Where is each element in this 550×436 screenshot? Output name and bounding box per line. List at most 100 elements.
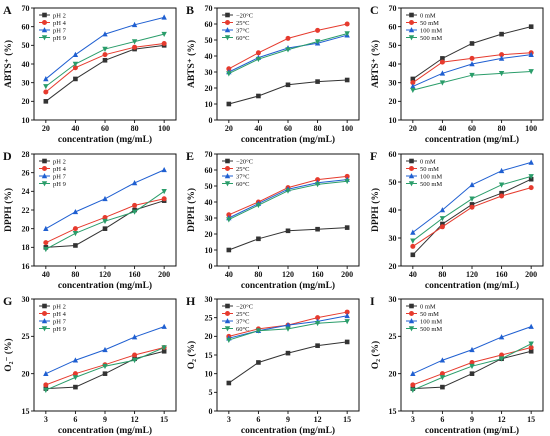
- legend-marker: [41, 326, 48, 332]
- legend: pH 2pH 4pH 7pH 9: [39, 12, 67, 42]
- data-point: [499, 193, 505, 199]
- data-point: [132, 44, 138, 50]
- y-tick-label: 22: [22, 206, 30, 215]
- data-point: [469, 72, 475, 79]
- y-tick-label: 50: [22, 41, 30, 50]
- data-point: [285, 326, 291, 332]
- data-point: [226, 337, 232, 343]
- data-point: [72, 61, 79, 67]
- data-point: [285, 82, 291, 88]
- series-line: [412, 178, 532, 256]
- legend-marker: [41, 27, 48, 33]
- legend-marker: [225, 158, 230, 164]
- data-point: [440, 221, 445, 227]
- legend-marker: [225, 303, 230, 309]
- y-tick-label: 28: [22, 150, 30, 159]
- x-tick-label: 3: [44, 415, 48, 424]
- data-point: [43, 382, 49, 388]
- data-point: [102, 363, 108, 370]
- y-tick-label: 30: [22, 78, 30, 87]
- x-tick-label: 60: [468, 124, 476, 133]
- x-tick-label: 40: [409, 270, 417, 279]
- y-tick-label: 20: [389, 262, 397, 271]
- data-point: [102, 57, 108, 63]
- data-point: [498, 182, 505, 188]
- data-point: [528, 323, 534, 329]
- x-tick-label: 80: [254, 270, 262, 279]
- series-2: [43, 196, 167, 246]
- y-tick-label: 25: [22, 332, 30, 341]
- data-point: [410, 387, 416, 393]
- data-point: [439, 207, 446, 213]
- legend-marker: [42, 303, 47, 309]
- data-point: [469, 204, 475, 210]
- y-tick-label: 10: [205, 100, 213, 109]
- data-point: [440, 384, 445, 390]
- data-point: [344, 309, 350, 315]
- panel-i: I 15 20 25 30 3 6 9 12 15 concentration (mg/mL) O₂ …: [370, 294, 544, 436]
- x-tick-label: 80: [71, 270, 79, 279]
- data-point: [131, 39, 138, 45]
- data-point: [255, 50, 261, 56]
- legend-marker: [225, 12, 230, 18]
- series-4: [43, 345, 167, 393]
- y-tick-label: 60: [389, 22, 397, 31]
- panel-letter: C: [370, 3, 379, 17]
- legend-marker: [409, 311, 414, 316]
- data-point: [161, 189, 167, 195]
- data-point: [73, 76, 78, 82]
- series-1: [226, 77, 350, 107]
- x-axis-label: concentration (mg/mL): [58, 425, 152, 436]
- legend-marker: [409, 158, 414, 164]
- data-point: [226, 66, 232, 72]
- y-tick-label: 15: [389, 407, 397, 416]
- y-axis-label: DPPH (%): [186, 188, 197, 232]
- legend-label: pH 9: [53, 181, 66, 188]
- data-point: [315, 79, 320, 84]
- y-tick-label: 50: [389, 178, 397, 187]
- y-tick-label: 40: [22, 60, 30, 69]
- legend-label: 25°C: [236, 166, 249, 173]
- y-tick-label: 0: [209, 116, 213, 125]
- data-point: [72, 226, 78, 232]
- x-tick-label: 15: [160, 415, 168, 424]
- legend-label: pH 7: [53, 27, 67, 34]
- y-tick-label: 30: [205, 68, 213, 77]
- data-point: [161, 31, 167, 38]
- data-point: [344, 21, 350, 27]
- x-tick-label: 40: [42, 270, 50, 279]
- data-point: [161, 14, 167, 20]
- data-point: [131, 357, 138, 364]
- data-point: [469, 55, 475, 61]
- data-point: [344, 312, 350, 319]
- data-point: [102, 346, 108, 353]
- legend-marker: [224, 27, 231, 33]
- legend-marker: [42, 166, 47, 171]
- legend-label: 37°C: [236, 173, 249, 180]
- legend-marker: [225, 166, 230, 171]
- y-tick-label: 60: [205, 20, 213, 29]
- data-point: [469, 181, 475, 188]
- series-line: [228, 341, 348, 384]
- data-point: [43, 89, 49, 95]
- x-tick-label: 120: [99, 270, 111, 279]
- panel-h: H 0 5 10 15 20 25 30 3 6 9 12 15 concentration (mg/mL…: [186, 294, 360, 436]
- data-point: [226, 71, 232, 77]
- legend-marker: [225, 20, 230, 25]
- data-point: [102, 371, 108, 376]
- data-point: [132, 202, 138, 208]
- y-tick-label: 60: [22, 22, 30, 31]
- x-tick-label: 120: [282, 270, 294, 279]
- data-point: [439, 224, 445, 230]
- data-point: [498, 71, 505, 77]
- y-tick-label: 30: [205, 295, 213, 304]
- data-point: [131, 21, 138, 28]
- data-point: [131, 180, 138, 186]
- y-axis-label: ABTS⁺ (%): [186, 40, 197, 88]
- x-axis-label: concentration (mg/mL): [58, 134, 152, 145]
- data-point: [285, 188, 291, 194]
- data-point: [285, 47, 291, 53]
- x-tick-label: 12: [498, 415, 506, 424]
- data-point: [226, 380, 232, 386]
